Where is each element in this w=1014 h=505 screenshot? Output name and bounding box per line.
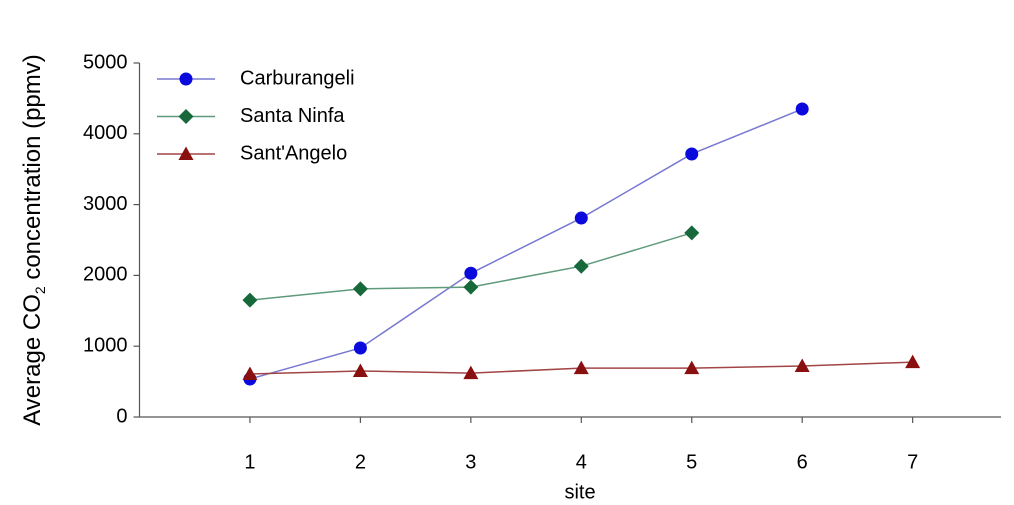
legend-marker <box>179 72 193 86</box>
legend-marker <box>178 109 194 124</box>
series-line <box>249 108 803 380</box>
x-tick-label: 6 <box>797 451 808 473</box>
marker <box>353 341 367 355</box>
x-tick-label: 7 <box>907 451 918 473</box>
y-axis-label-sub: 2 <box>32 286 48 294</box>
marker <box>795 102 809 116</box>
y-tick-label: 0 <box>116 405 127 427</box>
legend-label: Sant'Angelo <box>240 142 347 164</box>
y-tick-label: 2000 <box>83 264 128 286</box>
marker <box>685 147 699 161</box>
marker <box>573 360 589 375</box>
y-tick-label: 4000 <box>83 122 128 144</box>
legend-marker <box>178 146 194 160</box>
x-axis-label: site <box>564 481 595 503</box>
y-axis-label-part: concentration (ppmv) <box>19 54 46 286</box>
x-tick-label: 5 <box>686 451 697 473</box>
marker <box>574 211 588 225</box>
x-tick-label: 3 <box>465 451 476 473</box>
x-tick-label: 1 <box>244 451 255 473</box>
y-axis-label-part: Average CO <box>19 294 46 426</box>
y-tick-label: 5000 <box>83 51 128 73</box>
marker <box>464 266 478 280</box>
marker <box>242 366 258 381</box>
y-axis-label: Average CO2 concentration (ppmv) <box>19 54 47 426</box>
legend-label: Santa Ninfa <box>240 105 345 127</box>
marker <box>684 360 700 375</box>
marker <box>352 281 368 297</box>
x-tick-label: 2 <box>355 451 366 473</box>
marker <box>684 225 700 241</box>
marker <box>573 258 589 274</box>
y-tick-label: 3000 <box>83 193 128 215</box>
marker <box>463 365 479 380</box>
marker <box>905 354 921 369</box>
marker <box>463 279 479 295</box>
marker <box>242 292 258 308</box>
legend-label: Carburangeli <box>240 67 355 89</box>
marker <box>794 358 810 373</box>
x-tick-label: 4 <box>576 451 587 473</box>
y-tick-label: 1000 <box>83 334 128 356</box>
marker <box>352 363 368 377</box>
